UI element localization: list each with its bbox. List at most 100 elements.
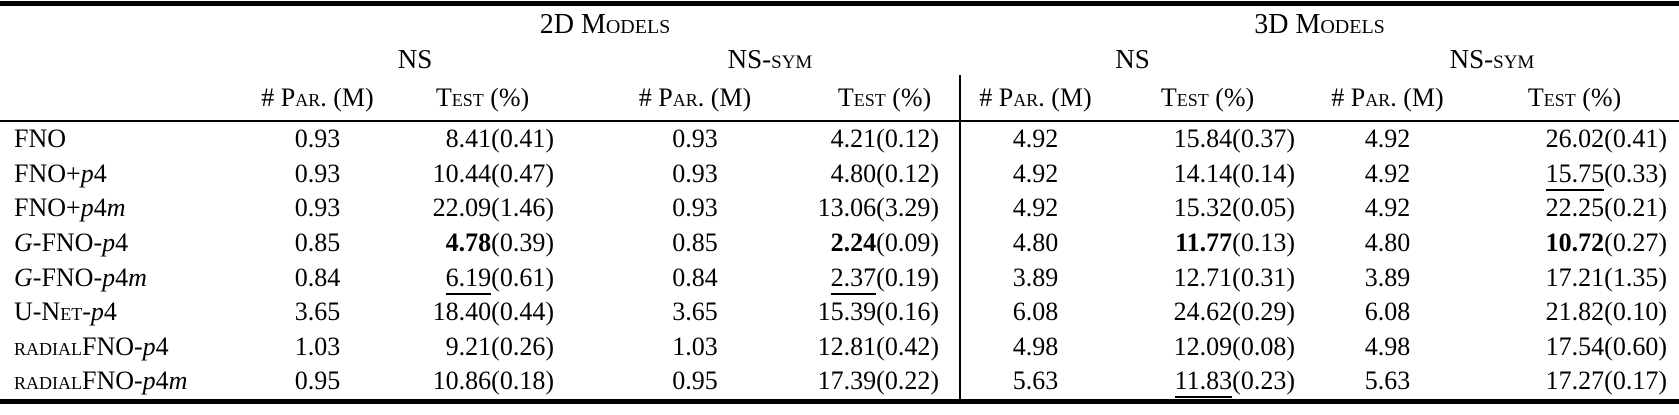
test-value: 10.44	[432, 158, 492, 188]
test-std: (0.60)	[1604, 331, 1667, 361]
test-cell: 12.81(0.42)	[810, 330, 960, 365]
table-row: G-FNO-p4m 0.84 6.19(0.61) 0.84 2.37(0.19) 3.8…	[0, 260, 1679, 295]
test-value: 17.54	[1545, 331, 1605, 361]
model-label: G-FNO-p4m	[14, 262, 147, 292]
test-std: (1.35)	[1604, 262, 1667, 292]
results-table: 2D Models 3D Models NS NS-sym NS NS-sym …	[0, 1, 1679, 404]
test-std: (0.14)	[1232, 158, 1295, 188]
model-label: radialFNO-p4	[14, 331, 169, 361]
test-value: 4.78	[445, 228, 492, 258]
par-cell: 4.98	[1364, 331, 1411, 361]
test-cell: 15.75(0.33)	[1470, 157, 1679, 192]
test-cell: 10.44(0.47)	[385, 157, 580, 192]
test-std: (0.10)	[1604, 297, 1667, 327]
header-spacer	[0, 75, 250, 121]
test-std: (0.33)	[1604, 158, 1667, 188]
col-header-test-3d-ns-sym: Test (%)	[1527, 82, 1622, 112]
test-value: 4.80	[830, 158, 877, 188]
test-value: 18.40	[432, 297, 492, 327]
test-cell: 13.06(3.29)	[810, 191, 960, 226]
dataset-header-row: NS NS-sym NS NS-sym	[0, 44, 1679, 75]
col-header-test-2d-ns-sym: Test (%)	[837, 82, 932, 112]
test-std: (0.39)	[491, 228, 554, 258]
par-cell: 4.98	[959, 329, 1110, 365]
par-cell: 1.03	[672, 331, 718, 361]
test-cell: 22.25(0.21)	[1470, 191, 1679, 226]
par-cell: 3.65	[672, 297, 718, 327]
test-std: (0.19)	[876, 262, 939, 292]
model-label: radialFNO-p4m	[14, 366, 188, 396]
table-row: G-FNO-p4 0.85 4.78(0.39) 0.85 2.24(0.09) 4.80…	[0, 225, 1679, 261]
test-std: (0.16)	[876, 297, 939, 327]
par-cell: 4.80	[959, 225, 1110, 261]
col-header-test-3d-ns: Test (%)	[1160, 82, 1255, 112]
test-cell: 2.24(0.09)	[810, 226, 960, 261]
par-cell: 3.89	[959, 260, 1110, 295]
model-label: FNO+p4	[14, 158, 107, 188]
header-spacer	[0, 44, 250, 75]
par-cell: 4.92	[959, 121, 1110, 157]
test-value: 22.09	[432, 193, 492, 223]
dataset-header-2d-ns-sym: NS-sym	[727, 44, 813, 74]
par-cell: 3.89	[1364, 262, 1411, 292]
test-cell: 26.02(0.41)	[1470, 121, 1679, 157]
dataset-header-3d-ns: NS	[1115, 44, 1150, 74]
col-header-test-2d-ns: Test (%)	[435, 82, 530, 112]
test-cell: 6.19(0.61)	[385, 260, 580, 295]
test-std: (0.12)	[876, 158, 939, 188]
model-label: FNO+p4m	[14, 193, 126, 223]
test-value: 12.71	[1173, 262, 1233, 292]
test-value: 15.32	[1173, 193, 1233, 223]
test-cell: 9.21(0.26)	[385, 330, 580, 365]
test-std: (0.44)	[491, 297, 554, 327]
test-cell: 10.86(0.18)	[385, 364, 580, 401]
par-cell: 4.92	[1364, 124, 1411, 154]
test-cell: 12.09(0.08)	[1110, 330, 1305, 365]
test-value: 17.21	[1545, 262, 1605, 292]
test-std: (0.47)	[491, 158, 554, 188]
par-cell: 5.63	[959, 364, 1110, 402]
test-cell: 18.40(0.44)	[385, 295, 580, 330]
test-cell: 22.09(1.46)	[385, 191, 580, 226]
test-std: (0.21)	[1604, 193, 1667, 223]
test-cell: 17.54(0.60)	[1470, 330, 1679, 365]
test-std: (0.42)	[876, 331, 939, 361]
par-cell: 5.63	[1364, 366, 1411, 396]
test-std: (0.18)	[491, 366, 554, 396]
par-cell: 0.95	[294, 366, 341, 396]
test-std: (0.23)	[1232, 366, 1295, 396]
test-value: 22.25	[1545, 193, 1605, 223]
test-value: 10.86	[432, 366, 492, 396]
test-cell: 15.32(0.05)	[1110, 191, 1305, 226]
test-std: (0.08)	[1232, 331, 1295, 361]
par-cell: 0.84	[294, 262, 341, 292]
test-value: 15.84	[1173, 124, 1233, 154]
test-std: (0.29)	[1232, 297, 1295, 327]
test-value: 13.06	[817, 193, 877, 223]
test-value: 11.83	[1174, 366, 1233, 399]
test-value: 2.37	[830, 262, 877, 295]
test-cell: 14.14(0.14)	[1110, 157, 1305, 192]
test-cell: 17.27(0.17)	[1470, 364, 1679, 401]
table-row: radialFNO-p4m 0.95 10.86(0.18) 0.95 17.39(0.…	[0, 364, 1679, 402]
test-std: (0.13)	[1232, 228, 1295, 258]
par-cell: 6.08	[959, 294, 1110, 330]
test-std: (0.12)	[876, 124, 939, 154]
par-cell: 0.85	[294, 228, 341, 258]
test-std: (0.37)	[1232, 124, 1295, 154]
par-cell: 1.03	[294, 331, 341, 361]
test-cell: 21.82(0.10)	[1470, 295, 1679, 330]
table-row: U-Net-p4 3.65 18.40(0.44) 3.65 15.39(0.16) 6.…	[0, 294, 1679, 330]
test-cell: 12.71(0.31)	[1110, 260, 1305, 295]
model-label: FNO	[14, 124, 67, 154]
test-value: 6.19	[445, 262, 492, 295]
test-value: 2.24	[830, 228, 877, 258]
dataset-header-2d-ns: NS	[397, 44, 433, 74]
test-std: (0.05)	[1232, 193, 1295, 223]
test-value: 9.21	[445, 331, 492, 361]
test-cell: 11.83(0.23)	[1110, 364, 1305, 401]
par-cell: 4.92	[959, 191, 1110, 226]
group-header-3d-models: 3D Models	[1254, 9, 1385, 40]
dataset-header-3d-ns-sym: NS-sym	[1449, 44, 1535, 74]
